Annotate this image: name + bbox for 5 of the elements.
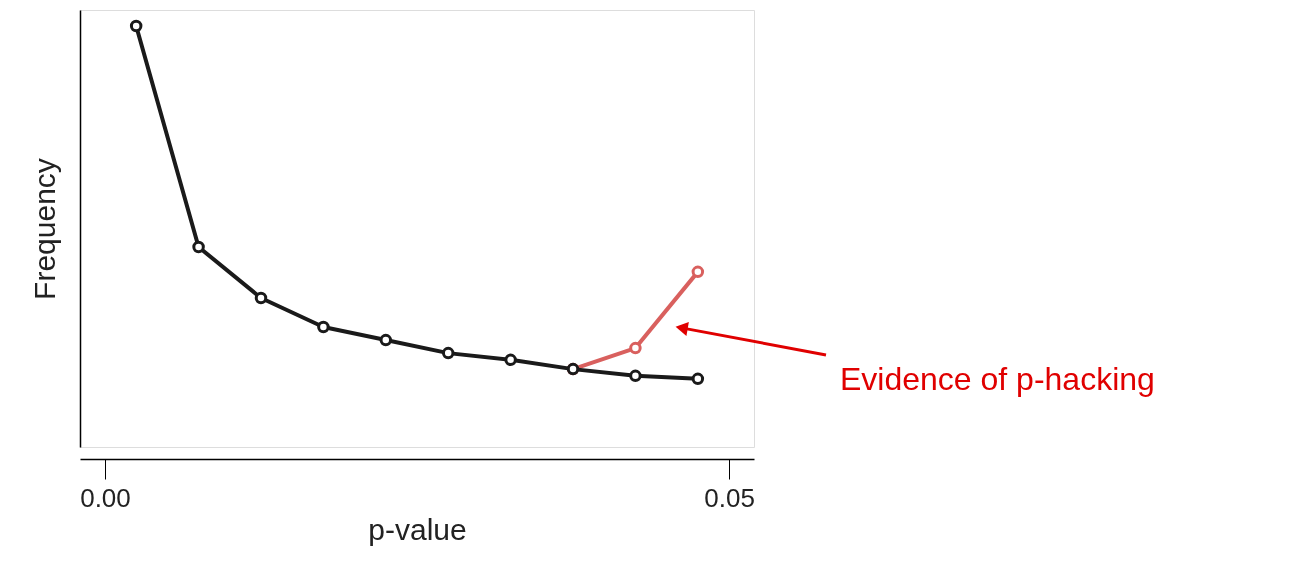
annotation: Evidence of p-hacking (840, 361, 1155, 397)
x-tick-label: 0.00 (80, 482, 131, 513)
x-tick-label: 0.05 (704, 482, 755, 513)
y-axis-title: Frequency (27, 158, 61, 300)
x-axis-title: p-value (368, 512, 467, 546)
